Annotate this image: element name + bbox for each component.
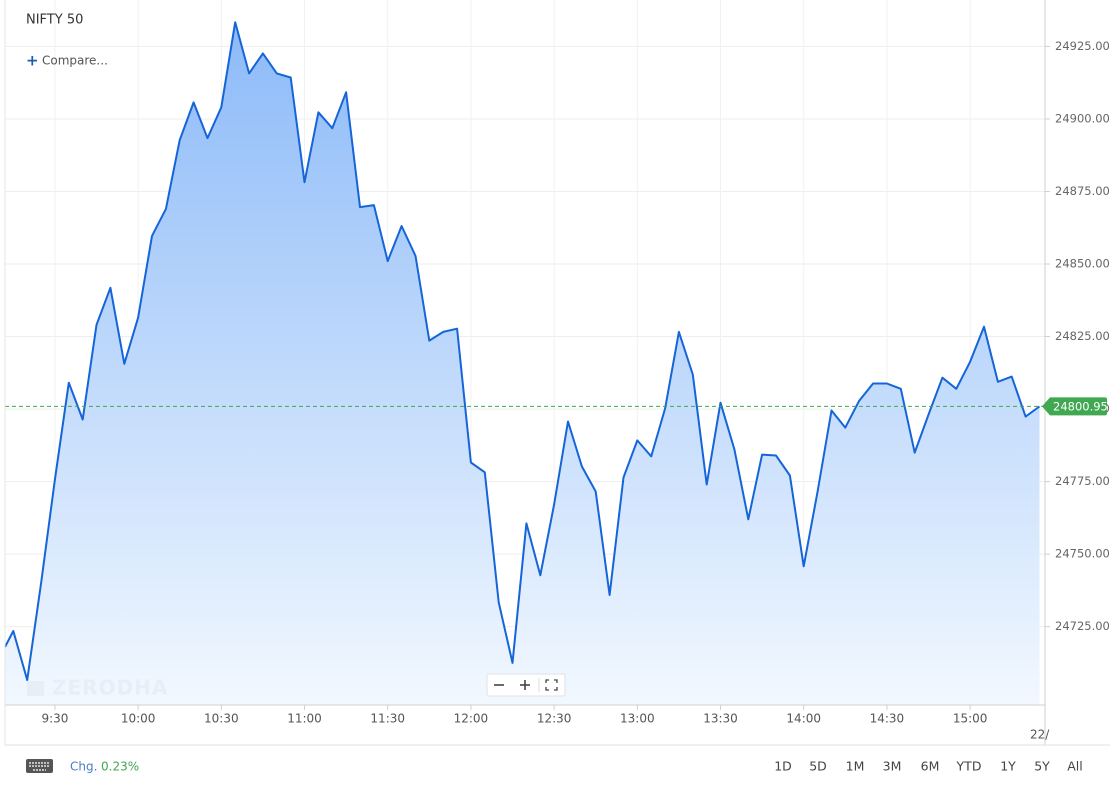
y-tick-label: 24750.00: [1055, 547, 1110, 561]
keyboard-icon[interactable]: [26, 759, 53, 773]
range-button[interactable]: YTD: [956, 759, 982, 774]
x-tick-label: 12:00: [454, 712, 489, 726]
x-tick-label: 14:00: [786, 712, 821, 726]
plus-icon[interactable]: +: [26, 52, 39, 70]
range-button[interactable]: 6M: [921, 759, 940, 774]
x-tick-label: 10:30: [204, 712, 239, 726]
range-button[interactable]: 3M: [883, 759, 902, 774]
range-button[interactable]: 1Y: [1000, 759, 1016, 774]
x-tick-label: 11:30: [370, 712, 405, 726]
watermark: ZERODHA: [52, 676, 168, 700]
y-tick-label: 24900.00: [1055, 111, 1110, 125]
x-tick-label: 9:30: [41, 712, 68, 726]
chart-title: NIFTY 50: [26, 13, 83, 28]
date-label: 22/: [1030, 728, 1050, 742]
range-button[interactable]: 1D: [774, 759, 792, 774]
y-tick-label: 24925.00: [1055, 39, 1110, 53]
y-tick-label: 24825.00: [1055, 329, 1110, 343]
x-tick-label: 13:00: [620, 712, 655, 726]
chg-label: Chg.: [70, 760, 97, 774]
chg-value: 0.23%: [101, 760, 139, 774]
last-price-badge: [1042, 397, 1107, 416]
price-line: [4, 21, 1041, 681]
y-tick-label: 24725.00: [1055, 619, 1110, 633]
y-tick-label: 24850.00: [1055, 257, 1110, 271]
x-tick-label: 12:30: [537, 712, 572, 726]
fullscreen-button[interactable]: [545, 679, 558, 691]
y-tick-label: 24875.00: [1055, 184, 1110, 198]
range-button[interactable]: 1M: [846, 759, 865, 774]
x-tick-label: 14:30: [870, 712, 905, 726]
range-button[interactable]: 5D: [809, 759, 827, 774]
y-tick-label: 24775.00: [1055, 474, 1110, 488]
range-button[interactable]: All: [1067, 759, 1083, 774]
x-tick-label: 11:00: [287, 712, 322, 726]
x-tick-label: 13:30: [703, 712, 738, 726]
area-fill: [5, 22, 1040, 706]
x-tick-label: 15:00: [953, 712, 988, 726]
compare-button[interactable]: Compare...: [42, 54, 108, 68]
range-button[interactable]: 5Y: [1034, 759, 1050, 774]
last-price-label: 24800.95: [1053, 399, 1108, 413]
x-tick-label: 10:00: [121, 712, 156, 726]
watermark-logo: [27, 681, 44, 696]
